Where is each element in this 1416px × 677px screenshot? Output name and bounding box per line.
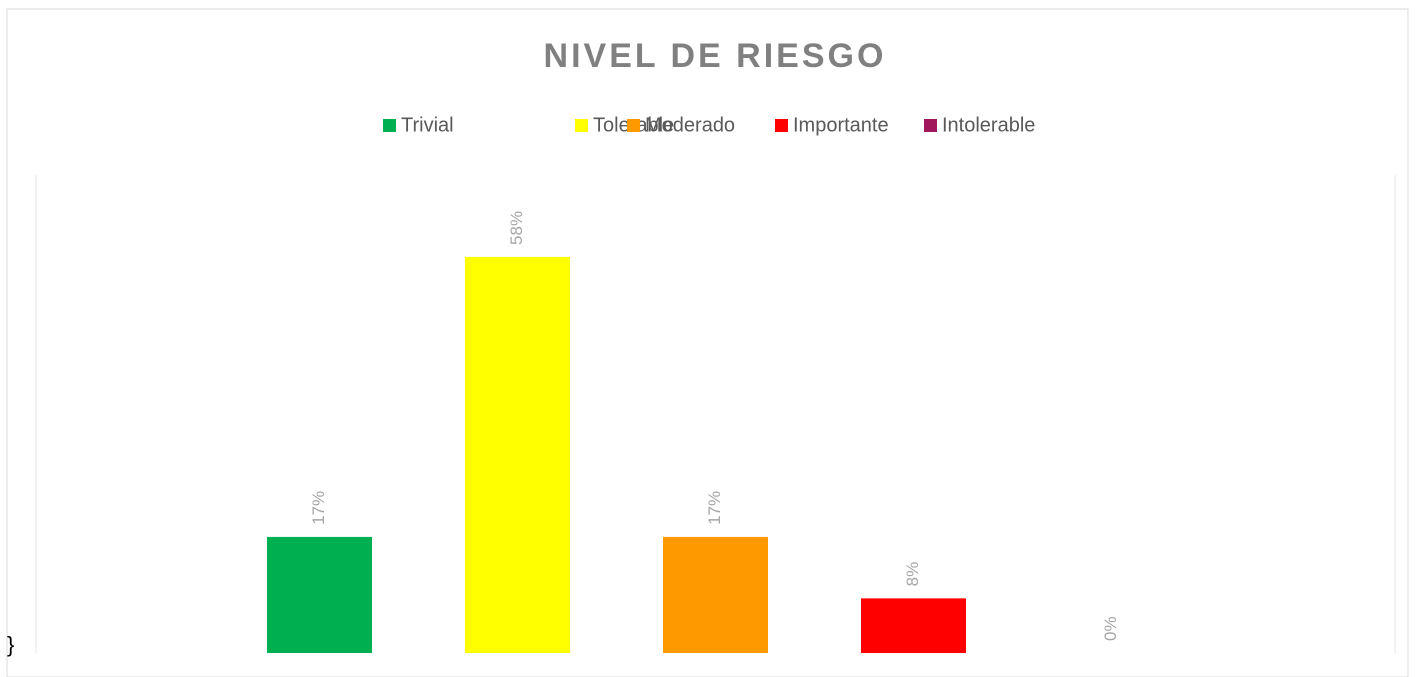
bar: [861, 598, 966, 653]
data-label: 17%: [705, 491, 724, 525]
chart-title: NIVEL DE RIESGO: [544, 37, 887, 75]
legend-swatch: [627, 119, 640, 132]
legend-label: Moderado: [645, 114, 735, 136]
legend-label: Trivial: [401, 114, 454, 136]
bar: [465, 256, 570, 653]
legend-swatch: [383, 119, 396, 132]
legend-swatch: [775, 119, 788, 132]
legend-label: Importante: [793, 114, 889, 136]
legend-label: Intolerable: [942, 114, 1035, 136]
legend-swatch: [924, 119, 937, 132]
legend-swatch: [575, 119, 588, 132]
bar: [267, 536, 372, 653]
bar: [663, 536, 768, 653]
stray-text: }: [7, 632, 14, 657]
data-label: 8%: [903, 562, 922, 587]
data-label: 58%: [507, 211, 526, 245]
data-label: 17%: [309, 491, 328, 525]
data-label: 0%: [1101, 616, 1120, 641]
